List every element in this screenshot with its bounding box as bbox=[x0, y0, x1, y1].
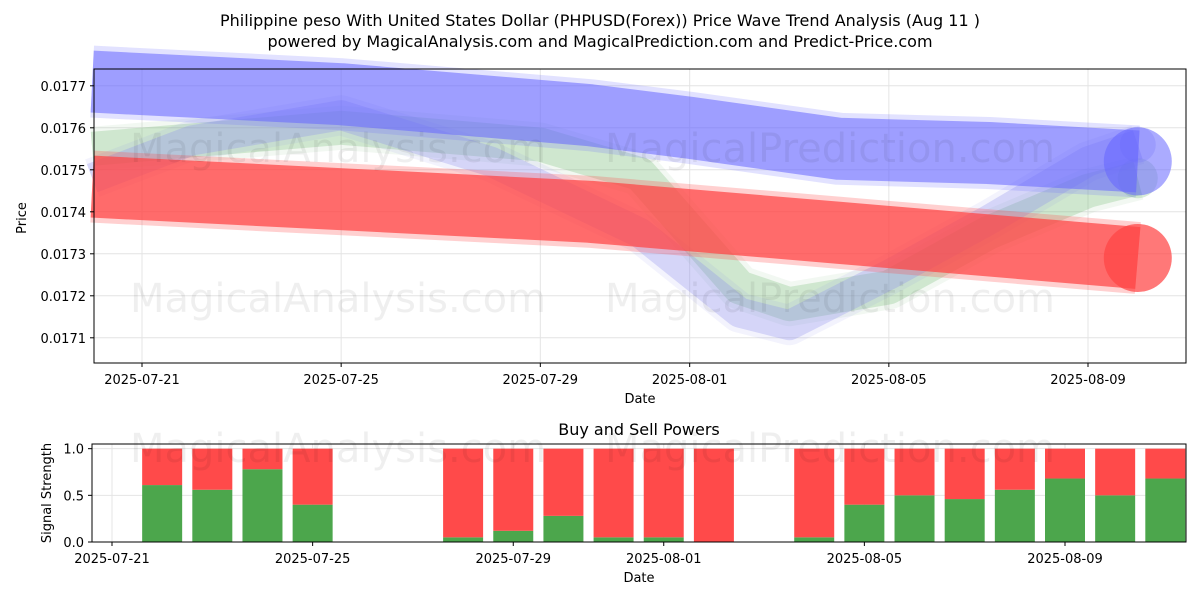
watermark-analysis: MagicalAnalysis.com bbox=[130, 126, 546, 172]
buy-power-bar bbox=[493, 530, 534, 542]
watermark-prediction: MagicalPrediction.com bbox=[605, 126, 1055, 172]
sell-power-bar bbox=[242, 448, 283, 470]
signal-y-axis-label: Signal Strength bbox=[40, 443, 55, 543]
sell-power-bar bbox=[142, 448, 183, 486]
signal-x-tick-label: 2025-08-05 bbox=[827, 552, 903, 567]
price-x-tick-label: 2025-07-29 bbox=[503, 373, 579, 388]
signal-y-tick-label: 1.0 bbox=[63, 443, 84, 458]
chart-title: Philippine peso With United States Dolla… bbox=[220, 11, 980, 30]
watermark-prediction: MagicalPrediction.com bbox=[605, 426, 1055, 472]
price-series-endcap bbox=[1103, 224, 1172, 292]
signal-y-tick-label: 0.5 bbox=[63, 489, 84, 504]
buy-power-bar bbox=[593, 537, 634, 542]
signal-x-axis-label: Date bbox=[623, 571, 654, 586]
price-series-line bbox=[90, 50, 1140, 193]
buy-power-bar bbox=[142, 485, 183, 542]
price-y-axis-label: Price bbox=[15, 202, 30, 234]
buy-power-bar bbox=[794, 537, 835, 542]
signal-x-tick-label: 2025-07-25 bbox=[275, 552, 351, 567]
sell-power-bar bbox=[844, 448, 885, 505]
buy-power-bar bbox=[1045, 478, 1085, 542]
sell-power-bar bbox=[894, 448, 935, 496]
price-y-tick-label: 0.0173 bbox=[41, 248, 87, 263]
signal-x-tick-label: 2025-08-09 bbox=[1027, 552, 1103, 567]
sell-power-bar bbox=[1045, 448, 1085, 479]
price-x-tick-label: 2025-08-01 bbox=[652, 373, 728, 388]
signal-x-tick-label: 2025-08-01 bbox=[626, 552, 702, 567]
buy-power-bar bbox=[242, 469, 283, 542]
price-x-tick-label: 2025-07-25 bbox=[303, 373, 379, 388]
sell-power-bar bbox=[292, 448, 333, 505]
price-y-tick-label: 0.0177 bbox=[41, 80, 87, 95]
watermark-analysis: MagicalAnalysis.com bbox=[130, 276, 546, 322]
sell-power-bar bbox=[1145, 448, 1186, 479]
buy-power-bar bbox=[543, 515, 584, 542]
sell-power-bar bbox=[994, 448, 1035, 490]
price-x-tick-label: 2025-07-21 bbox=[104, 373, 180, 388]
buy-power-bar bbox=[643, 537, 684, 542]
signal-y-tick-label: 0.0 bbox=[63, 536, 84, 551]
buy-power-bar bbox=[894, 495, 935, 542]
price-x-axis-label: Date bbox=[624, 392, 655, 407]
price-y-tick-label: 0.0174 bbox=[41, 206, 87, 221]
watermark-prediction: MagicalPrediction.com bbox=[605, 276, 1055, 322]
buy-power-bar bbox=[1095, 495, 1136, 542]
signal-plot-frame bbox=[91, 443, 1187, 543]
watermark-analysis: MagicalAnalysis.com bbox=[130, 426, 546, 472]
sell-power-bar bbox=[192, 448, 233, 490]
chart-subtitle: powered by MagicalAnalysis.com and Magic… bbox=[267, 32, 932, 51]
buy-power-bar bbox=[844, 504, 885, 542]
buy-power-bar bbox=[1145, 478, 1186, 542]
price-y-tick-label: 0.0172 bbox=[41, 290, 87, 305]
sell-power-bar bbox=[543, 448, 584, 516]
buy-power-bar bbox=[944, 499, 985, 542]
buy-power-bar bbox=[192, 489, 233, 542]
sell-power-bar bbox=[443, 448, 484, 538]
signal-plot: Buy and Sell Powers MagicalAnalysis.com M… bbox=[40, 420, 1187, 586]
price-y-tick-label: 0.0176 bbox=[41, 122, 87, 137]
price-x-tick-label: 2025-08-05 bbox=[851, 373, 927, 388]
price-plot-frame bbox=[93, 68, 1187, 364]
signal-x-tick-label: 2025-07-21 bbox=[74, 552, 150, 567]
sell-power-bar bbox=[643, 448, 684, 538]
price-series-band bbox=[85, 95, 1145, 346]
sell-power-bar bbox=[1095, 448, 1136, 496]
buy-power-bar bbox=[292, 504, 333, 542]
price-y-tick-label: 0.0171 bbox=[41, 332, 87, 347]
price-x-tick-label: 2025-08-09 bbox=[1050, 373, 1126, 388]
sell-power-bar bbox=[693, 448, 734, 542]
signal-x-tick-label: 2025-07-29 bbox=[475, 552, 551, 567]
signal-plot-title: Buy and Sell Powers bbox=[558, 420, 720, 439]
sell-power-bar bbox=[794, 448, 835, 538]
price-series-line bbox=[86, 100, 1143, 341]
price-series-line bbox=[90, 155, 1141, 289]
price-plot: MagicalAnalysis.com MagicalPrediction.com… bbox=[15, 45, 1187, 407]
price-series-endcap bbox=[1103, 127, 1172, 196]
buy-power-bar bbox=[443, 537, 484, 542]
sell-power-bar bbox=[493, 448, 534, 531]
price-y-tick-label: 0.0175 bbox=[41, 164, 87, 179]
buy-power-bar bbox=[994, 489, 1035, 542]
sell-power-bar bbox=[593, 448, 634, 538]
sell-power-bar bbox=[944, 448, 985, 500]
